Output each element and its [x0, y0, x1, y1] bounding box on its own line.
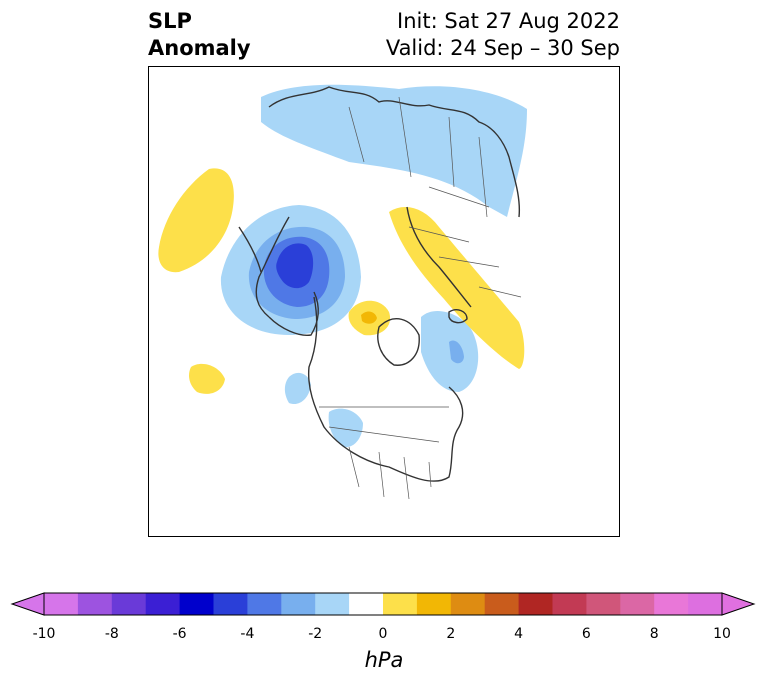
anomaly-pos1-bering	[158, 168, 234, 273]
anomaly-pos2-arctic	[361, 311, 377, 324]
colorbar-cell	[315, 593, 350, 615]
colorbar-tick-label: 10	[713, 626, 731, 642]
valid-range: Valid: 24 Sep – 30 Sep	[385, 36, 620, 60]
colorbar-tick-label: 4	[514, 626, 524, 642]
colorbar-tick-label: 2	[446, 626, 456, 642]
anomaly-pos1-pacific-small	[189, 363, 225, 394]
coastline-alaska	[268, 291, 319, 336]
colorbar-label: hPa	[364, 648, 404, 672]
colorbar-tick-label: 6	[581, 626, 591, 642]
coastline-asia-east	[255, 216, 290, 318]
colorbar-cell	[77, 593, 113, 615]
title-line-2: Anomaly	[148, 36, 251, 60]
colorbar-cell	[688, 593, 723, 615]
colorbar-cell	[281, 593, 316, 615]
date-info: Init: Sat 27 Aug 2022 Valid: 24 Sep – 30…	[386, 8, 620, 62]
border-lines-north-america	[319, 406, 449, 500]
colorbar-cell	[145, 593, 181, 615]
colorbar-tick-label: -2	[308, 626, 323, 642]
colorbar-cell	[179, 593, 214, 615]
title-line-1: SLP	[148, 9, 192, 33]
coastline-japan	[238, 226, 262, 273]
colorbar-tick-label: -10	[32, 626, 56, 642]
colorbar-cell	[44, 593, 79, 615]
colorbar-cells	[44, 593, 723, 615]
anomaly-neg4-pacific	[276, 243, 314, 289]
init-date: Init: Sat 27 Aug 2022	[397, 9, 620, 33]
anomaly-neg1-atlantic	[421, 310, 479, 392]
colorbar-cell	[213, 593, 248, 615]
coastline-iceland	[448, 309, 468, 324]
colorbar-cell	[111, 593, 147, 615]
map-panel	[148, 66, 620, 537]
colorbar-cell	[654, 593, 689, 615]
coastline-europe-west	[406, 206, 472, 308]
coastline-eurasia-north	[268, 86, 521, 218]
anomaly-neg2-atlantic	[449, 340, 464, 364]
coastline-greenland	[377, 318, 420, 366]
anomaly-neg1-hudson	[284, 372, 311, 405]
negative-anomaly-regions	[220, 84, 527, 448]
colorbar-tick-label: -6	[172, 626, 187, 642]
colorbar	[10, 592, 756, 616]
map-title: SLP Anomaly	[148, 8, 251, 62]
colorbar-tick-label: 8	[649, 626, 659, 642]
colorbar-cell	[349, 593, 384, 615]
colorbar-cell	[484, 593, 520, 615]
colorbar-cell	[620, 593, 655, 615]
coastline-north-america	[307, 296, 464, 482]
colorbar-extend-high	[721, 592, 756, 616]
polar-map	[158, 84, 527, 500]
colorbar-outline	[43, 592, 723, 616]
colorbar-cell	[247, 593, 282, 615]
colorbar-tick-label: -4	[240, 626, 255, 642]
colorbar-extend-low	[10, 592, 45, 616]
colorbar-cell	[518, 593, 553, 615]
colorbar-tick-label: 0	[378, 626, 388, 642]
colorbar-cell	[416, 593, 452, 615]
colorbar-cell	[552, 593, 587, 615]
coastlines	[238, 86, 521, 482]
colorbar-tick-label: -8	[104, 626, 119, 642]
anomaly-neg1-north-eurasia	[261, 84, 527, 217]
colorbar-cell	[586, 593, 621, 615]
colorbar-cell	[450, 593, 486, 615]
colorbar-cell	[383, 593, 418, 615]
borders	[319, 96, 522, 500]
border-lines-eurasia	[348, 96, 522, 298]
anomaly-neg1-us	[328, 408, 363, 448]
